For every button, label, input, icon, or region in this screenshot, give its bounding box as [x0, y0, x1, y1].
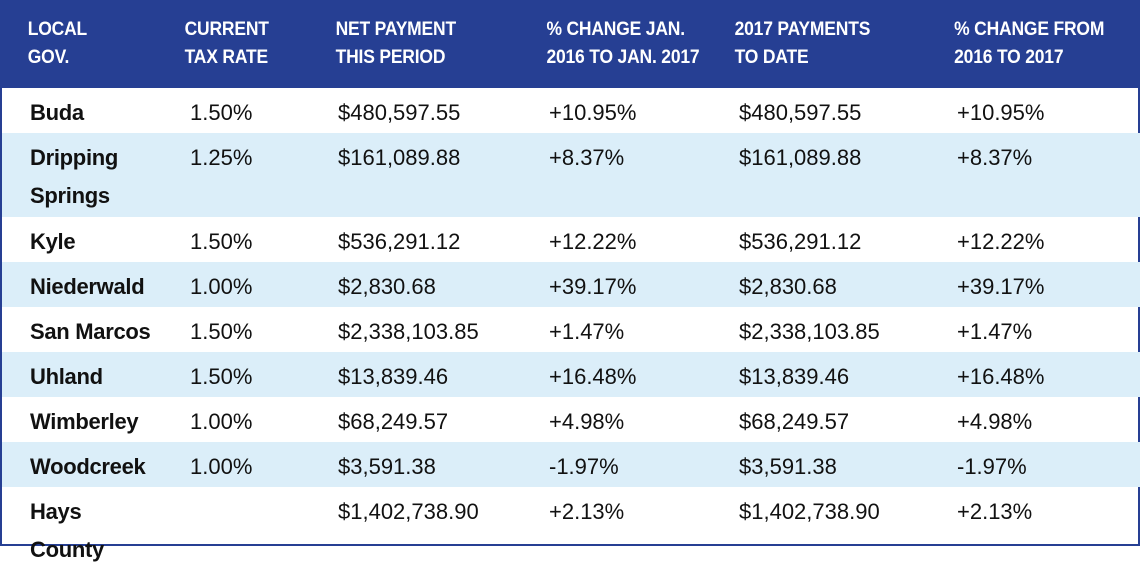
cell-payments-to-date: $536,291.12	[739, 229, 862, 254]
cell-net-payment: $3,591.38	[338, 454, 436, 479]
table-row: San Marcos 1.50% $2,338,103.85 +1.47% $2…	[2, 307, 1140, 352]
cell-net-payment: $161,089.88	[338, 145, 461, 170]
header-percent-change-jan: % CHANGE JAN. 2016 TO JAN. 2017	[546, 19, 700, 68]
cell-local-gov: Dripping Springs	[30, 145, 119, 208]
cell-payments-to-date: $480,597.55	[739, 100, 862, 125]
cell-change-jan: +1.47%	[549, 319, 625, 344]
cell-tax-rate: 1.50%	[190, 229, 253, 254]
cell-local-gov: Uhland	[30, 364, 103, 389]
cell-tax-rate: 1.00%	[190, 409, 253, 434]
header-current-tax-rate: CURRENT TAX RATE	[184, 19, 269, 68]
table-row: Woodcreek 1.00% $3,591.38 -1.97% $3,591.…	[2, 442, 1140, 487]
table-row: Uhland 1.50% $13,839.46 +16.48% $13,839.…	[2, 352, 1140, 397]
cell-payments-to-date: $13,839.46	[739, 364, 850, 389]
cell-local-gov: Buda	[30, 100, 84, 125]
cell-tax-rate: 1.00%	[190, 454, 253, 479]
table-row: Buda 1.50% $480,597.55 +10.95% $480,597.…	[2, 88, 1140, 133]
cell-payments-to-date: $2,830.68	[739, 274, 837, 299]
cell-local-gov: Wimberley	[30, 409, 139, 434]
cell-change-jan: -1.97%	[549, 454, 619, 479]
cell-change-year: +10.95%	[957, 100, 1045, 125]
cell-change-year: +2.13%	[957, 499, 1033, 524]
cell-tax-rate: 1.50%	[190, 319, 253, 344]
cell-net-payment: $1,402,738.90	[338, 499, 479, 524]
cell-local-gov: Kyle	[30, 229, 76, 254]
cell-tax-rate	[157, 487, 308, 569]
cell-change-year: +8.37%	[957, 145, 1033, 170]
cell-payments-to-date: $68,249.57	[739, 409, 850, 434]
cell-net-payment: $480,597.55	[338, 100, 461, 125]
table-row: Dripping Springs 1.25% $161,089.88 +8.37…	[2, 133, 1140, 217]
cell-local-gov: Niederwald	[30, 274, 145, 299]
cell-tax-rate: 1.00%	[190, 274, 253, 299]
cell-change-year: +12.22%	[957, 229, 1045, 254]
cell-change-jan: +12.22%	[549, 229, 637, 254]
cell-net-payment: $536,291.12	[338, 229, 461, 254]
cell-payments-to-date: $2,338,103.85	[739, 319, 880, 344]
header-row: LOCAL GOV. CURRENT TAX RATE NET PAYMENT THI…	[2, 0, 1140, 88]
header-percent-change-year: % CHANGE FROM 2016 TO 2017	[954, 19, 1105, 68]
table-row: Niederwald 1.00% $2,830.68 +39.17% $2,83…	[2, 262, 1140, 307]
cell-local-gov: Hays County	[30, 499, 104, 562]
cell-tax-rate: 1.50%	[190, 100, 253, 125]
cell-net-payment: $2,338,103.85	[338, 319, 479, 344]
header-payments-to-date: 2017 PAYMENTS TO DATE	[734, 19, 871, 68]
cell-payments-to-date: $3,591.38	[739, 454, 837, 479]
cell-tax-rate: 1.50%	[190, 364, 253, 389]
cell-net-payment: $68,249.57	[338, 409, 449, 434]
cell-change-year: +39.17%	[957, 274, 1045, 299]
cell-change-year: +16.48%	[957, 364, 1045, 389]
cell-payments-to-date: $161,089.88	[739, 145, 862, 170]
table-row: Kyle 1.50% $536,291.12 +12.22% $536,291.…	[2, 217, 1140, 262]
cell-change-year: +1.47%	[957, 319, 1033, 344]
cell-change-year: +4.98%	[957, 409, 1033, 434]
cell-change-jan: +10.95%	[549, 100, 637, 125]
cell-local-gov: San Marcos	[30, 319, 151, 344]
cell-net-payment: $13,839.46	[338, 364, 449, 389]
table-row: Wimberley 1.00% $68,249.57 +4.98% $68,24…	[2, 397, 1140, 442]
header-net-payment: NET PAYMENT THIS PERIOD	[335, 19, 457, 68]
cell-change-jan: +2.13%	[549, 499, 625, 524]
table-row: Hays County $1,402,738.90 +2.13% $1,402,…	[2, 487, 1140, 569]
cell-change-jan: +4.98%	[549, 409, 625, 434]
cell-change-year: -1.97%	[957, 454, 1027, 479]
cell-change-jan: +8.37%	[549, 145, 625, 170]
cell-change-jan: +39.17%	[549, 274, 637, 299]
cell-change-jan: +16.48%	[549, 364, 637, 389]
cell-net-payment: $2,830.68	[338, 274, 436, 299]
cell-local-gov: Woodcreek	[30, 454, 146, 479]
header-local-gov: LOCAL GOV.	[27, 19, 88, 68]
cell-tax-rate: 1.25%	[190, 145, 253, 170]
cell-payments-to-date: $1,402,738.90	[739, 499, 880, 524]
